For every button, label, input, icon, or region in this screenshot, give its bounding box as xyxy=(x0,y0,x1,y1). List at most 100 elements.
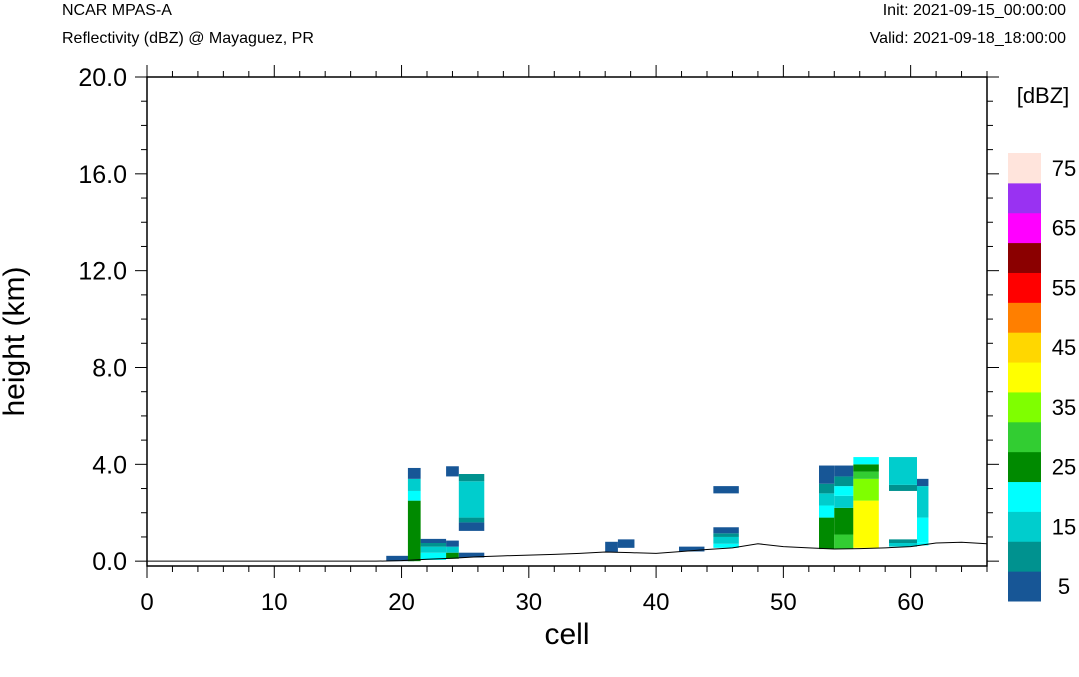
colorbar-label: 75 xyxy=(1052,156,1076,181)
reflectivity-cell xyxy=(889,539,917,544)
colorbar-label: 65 xyxy=(1052,216,1076,241)
colorbar-swatch xyxy=(1008,272,1041,303)
reflectivity-cell xyxy=(853,457,879,465)
reflectivity-cell xyxy=(917,517,929,543)
y-axis-title: height (km) xyxy=(0,266,31,416)
colorbar-swatch xyxy=(1008,511,1041,542)
reflectivity-cell xyxy=(458,474,485,482)
reflectivity-cell xyxy=(917,478,929,487)
y-tick-label: 12.0 xyxy=(78,258,127,286)
reflectivity-cell xyxy=(446,552,459,559)
x-tick-label: 40 xyxy=(643,589,670,616)
reflectivity-cell xyxy=(617,539,635,548)
colorbar-swatch xyxy=(1008,332,1041,363)
reflectivity-cell xyxy=(458,481,485,518)
x-axis-title: cell xyxy=(544,618,589,651)
colorbar-swatch xyxy=(1008,153,1041,184)
reflectivity-cell xyxy=(713,533,739,537)
reflectivity-cell xyxy=(713,527,739,534)
reflectivity-cell xyxy=(446,540,459,547)
reflectivity-cell xyxy=(446,546,459,553)
colorbar-swatch xyxy=(1008,212,1041,244)
reflectivity-cell xyxy=(605,541,618,552)
y-tick-label: 8.0 xyxy=(92,354,127,382)
reflectivity-cell xyxy=(917,542,929,546)
reflectivity-cell xyxy=(889,457,917,485)
terrain-layer xyxy=(147,541,988,562)
axis-ticks xyxy=(135,65,999,578)
reflectivity-cell xyxy=(713,536,739,544)
reflectivity-cell xyxy=(446,466,459,477)
reflectivity-cell xyxy=(407,478,421,491)
reflectivity-cell xyxy=(713,486,739,494)
reflectivity-cell xyxy=(853,471,879,479)
reflectivity-cell xyxy=(834,486,854,496)
colorbar-label: 45 xyxy=(1052,335,1076,360)
reflectivity-cell xyxy=(834,495,854,508)
x-tick-label: 0 xyxy=(140,589,153,616)
reflectivity-cell xyxy=(386,555,415,562)
x-tick-label: 60 xyxy=(897,589,924,616)
init-time: Init: 2021-09-15_00:00:00 xyxy=(882,2,1066,19)
reflectivity-cell xyxy=(819,483,835,494)
reflectivity-cell xyxy=(420,552,447,560)
reflectivity-cell xyxy=(889,484,917,491)
reflectivity-cell xyxy=(407,467,421,479)
colorbar-label: 35 xyxy=(1052,395,1076,420)
reflectivity-cell xyxy=(713,543,739,548)
x-tick-label: 50 xyxy=(770,589,797,616)
reflectivity-cell xyxy=(407,490,421,501)
colorbar-swatch xyxy=(1008,481,1041,512)
reflectivity-cell xyxy=(819,493,835,506)
reflectivity-cell xyxy=(679,546,705,552)
colorbar-swatch xyxy=(1008,421,1041,453)
reflectivity-cell xyxy=(834,465,854,477)
reflectivity-cell xyxy=(420,543,447,547)
x-tick-label: 10 xyxy=(261,589,288,616)
colorbar-swatch xyxy=(1008,541,1041,572)
reflectivity-cell xyxy=(420,538,447,544)
colorbar-swatch xyxy=(1008,362,1041,393)
plot-title: Reflectivity (dBZ) @ Mayaguez, PR xyxy=(62,30,314,47)
reflectivity-cell xyxy=(834,534,854,550)
y-tick-label: 4.0 xyxy=(92,451,127,479)
colorbar-swatch xyxy=(1008,302,1041,333)
terrain-line xyxy=(147,541,988,562)
reflectivity-cell xyxy=(834,476,854,487)
reflectivity-cell xyxy=(853,478,879,501)
y-tick-label: 20.0 xyxy=(78,64,127,92)
x-tick-label: 20 xyxy=(388,589,415,616)
colorbar: 5 15 25 35 45 55 65 75 xyxy=(1008,153,1076,602)
reflectivity-cell xyxy=(819,517,835,550)
colorbar-swatch xyxy=(1008,182,1041,214)
valid-time: Valid: 2021-09-18_18:00:00 xyxy=(869,30,1066,47)
reflectivity-cell xyxy=(889,543,917,547)
x-tick-label: 30 xyxy=(515,589,542,616)
reflectivity-cell xyxy=(819,465,835,484)
plot-cells xyxy=(386,457,929,562)
reflectivity-cell xyxy=(853,500,879,548)
reflectivity-cell xyxy=(834,507,854,535)
colorbar-swatch xyxy=(1008,571,1041,602)
colorbar-swatch xyxy=(1008,391,1041,423)
colorbar-swatch xyxy=(1008,451,1041,483)
plot-frame xyxy=(146,76,988,567)
colorbar-label: 15 xyxy=(1052,514,1076,539)
reflectivity-cell xyxy=(917,486,929,518)
reflectivity-cell xyxy=(458,517,485,523)
reflectivity-cell xyxy=(853,464,879,472)
colorbar-swatch xyxy=(1008,242,1041,273)
reflectivity-cell xyxy=(407,500,421,562)
colorbar-label: 5 xyxy=(1058,574,1070,599)
reflectivity-cell xyxy=(819,505,835,518)
axis-labels: 0 10 20 30 40 50 60 0.0 4.0 8.0 12.0 16.0 20.0 xyxy=(78,64,924,616)
colorbar-title: [dBZ] xyxy=(1017,83,1070,108)
y-tick-label: 0.0 xyxy=(92,548,127,576)
reflectivity-cell xyxy=(458,552,485,558)
y-tick-label: 16.0 xyxy=(78,161,127,189)
colorbar-label: 55 xyxy=(1052,275,1076,300)
colorbar-label: 25 xyxy=(1052,455,1076,480)
reflectivity-cell xyxy=(458,522,485,531)
model-name: NCAR MPAS-A xyxy=(62,2,172,19)
